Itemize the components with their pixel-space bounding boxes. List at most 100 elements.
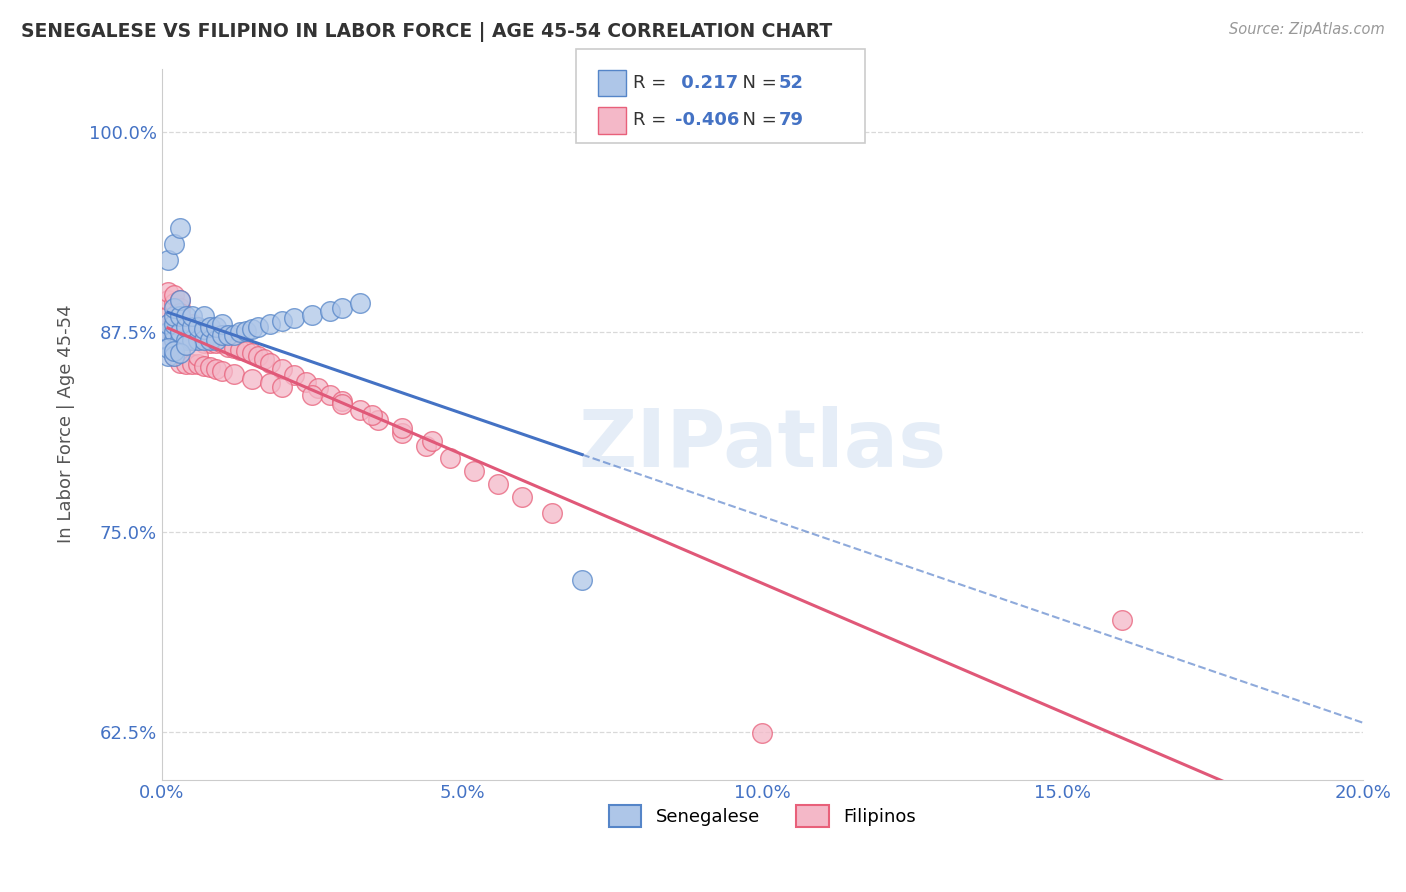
Point xyxy=(163,288,186,302)
Point xyxy=(163,309,186,323)
Point xyxy=(229,343,252,357)
Point xyxy=(235,344,257,359)
Legend: Senegalese, Filipinos: Senegalese, Filipinos xyxy=(602,798,922,835)
Point xyxy=(187,320,209,334)
Point xyxy=(163,237,186,252)
Point xyxy=(211,336,233,351)
Point xyxy=(283,310,305,325)
Point xyxy=(571,573,593,587)
Point xyxy=(1111,613,1133,627)
Point xyxy=(169,293,191,308)
Point xyxy=(187,357,209,371)
Point xyxy=(163,317,186,331)
Text: ZIPatlas: ZIPatlas xyxy=(578,407,946,484)
Point xyxy=(174,338,197,352)
Y-axis label: In Labor Force | Age 45-54: In Labor Force | Age 45-54 xyxy=(58,305,75,543)
Point xyxy=(301,387,323,401)
Point xyxy=(367,413,389,427)
Point xyxy=(510,490,533,504)
Point xyxy=(156,317,179,331)
Point xyxy=(307,381,329,395)
Point xyxy=(181,325,204,339)
Point xyxy=(169,355,191,369)
Point xyxy=(259,317,281,331)
Point xyxy=(193,309,215,323)
Point xyxy=(169,306,191,320)
Point xyxy=(169,333,191,347)
Point xyxy=(463,464,485,478)
Point xyxy=(349,296,371,310)
Point xyxy=(156,333,179,347)
Point xyxy=(163,349,186,363)
Point xyxy=(211,328,233,343)
Point xyxy=(240,371,263,385)
Point xyxy=(174,333,197,347)
Point xyxy=(205,333,228,347)
Point xyxy=(193,322,215,336)
Point xyxy=(156,349,179,363)
Text: 79: 79 xyxy=(779,112,804,129)
Point xyxy=(235,324,257,338)
Point xyxy=(259,355,281,369)
Point xyxy=(198,320,221,334)
Text: N =: N = xyxy=(731,74,783,92)
Point xyxy=(222,367,245,381)
Point xyxy=(193,336,215,351)
Point xyxy=(156,325,179,339)
Point xyxy=(486,477,509,491)
Point xyxy=(181,357,204,371)
Point xyxy=(187,325,209,339)
Point xyxy=(330,397,353,411)
Point xyxy=(301,308,323,322)
Point xyxy=(174,333,197,347)
Text: N =: N = xyxy=(731,112,783,129)
Point xyxy=(246,349,269,363)
Point xyxy=(187,333,209,347)
Point xyxy=(271,379,294,393)
Point xyxy=(246,320,269,334)
Point xyxy=(319,387,342,401)
Point xyxy=(181,317,204,331)
Text: 52: 52 xyxy=(779,74,804,92)
Point xyxy=(181,333,204,347)
Point xyxy=(193,328,215,343)
Point xyxy=(163,301,186,316)
Point xyxy=(174,317,197,331)
Point xyxy=(198,328,221,343)
Point xyxy=(169,333,191,347)
Point xyxy=(271,362,294,376)
Point xyxy=(253,352,276,367)
Point xyxy=(156,293,179,308)
Point xyxy=(181,309,204,323)
Point xyxy=(169,221,191,235)
Point xyxy=(217,340,239,354)
Point xyxy=(169,293,191,308)
Point xyxy=(229,325,252,339)
Text: SENEGALESE VS FILIPINO IN LABOR FORCE | AGE 45-54 CORRELATION CHART: SENEGALESE VS FILIPINO IN LABOR FORCE | … xyxy=(21,22,832,42)
Text: R =: R = xyxy=(633,112,672,129)
Point xyxy=(217,328,239,343)
Point xyxy=(211,317,233,331)
Point xyxy=(211,363,233,377)
Point xyxy=(163,333,186,347)
Point xyxy=(259,376,281,391)
Point xyxy=(415,439,437,453)
Point xyxy=(163,296,186,310)
Point xyxy=(751,726,773,740)
Point xyxy=(156,341,179,355)
Point xyxy=(163,309,186,323)
Point xyxy=(295,375,318,389)
Point xyxy=(169,346,191,360)
Point xyxy=(205,336,228,351)
Point xyxy=(187,349,209,363)
Point xyxy=(361,409,384,423)
Point xyxy=(163,333,186,347)
Point xyxy=(156,333,179,347)
Point xyxy=(163,349,186,363)
Point xyxy=(222,341,245,355)
Point xyxy=(240,322,263,336)
Point xyxy=(240,346,263,360)
Point xyxy=(156,285,179,300)
Point xyxy=(271,314,294,328)
Point xyxy=(163,325,186,339)
